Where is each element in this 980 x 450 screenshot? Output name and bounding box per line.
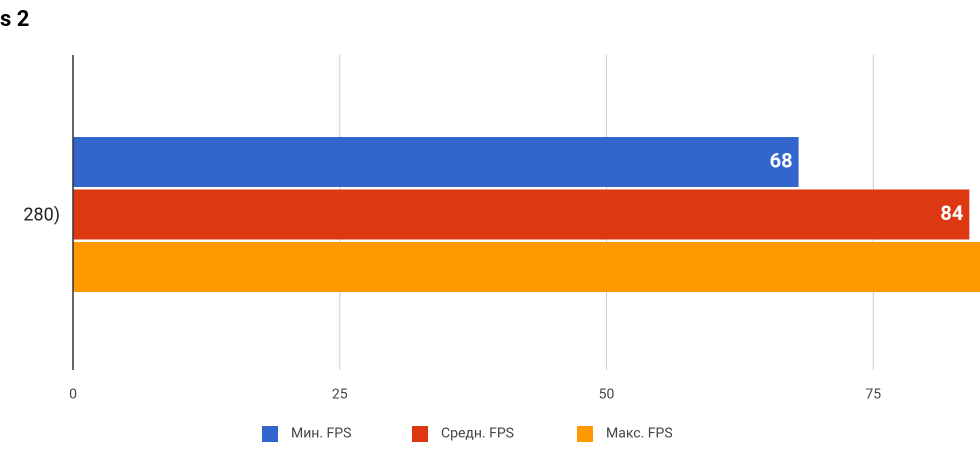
legend-label: Макс. FPS bbox=[606, 426, 673, 442]
bar bbox=[73, 242, 980, 292]
data-label: 84 bbox=[940, 201, 963, 225]
chart-title: s 2 bbox=[0, 7, 29, 32]
x-tick-label: 0 bbox=[69, 387, 77, 403]
bar bbox=[73, 137, 799, 187]
legend-swatch bbox=[577, 426, 593, 442]
legend-swatch bbox=[262, 426, 278, 442]
y-tick-label: 280) bbox=[23, 205, 60, 226]
x-tick-label: 25 bbox=[332, 387, 348, 403]
bar bbox=[73, 189, 970, 240]
x-tick-label: 75 bbox=[865, 387, 881, 403]
legend-label: Мин. FPS bbox=[291, 426, 351, 442]
x-tick-label: 50 bbox=[599, 387, 615, 403]
data-label: 68 bbox=[770, 148, 793, 172]
legend-swatch bbox=[412, 426, 428, 442]
legend-label: Средн. FPS bbox=[441, 426, 514, 442]
